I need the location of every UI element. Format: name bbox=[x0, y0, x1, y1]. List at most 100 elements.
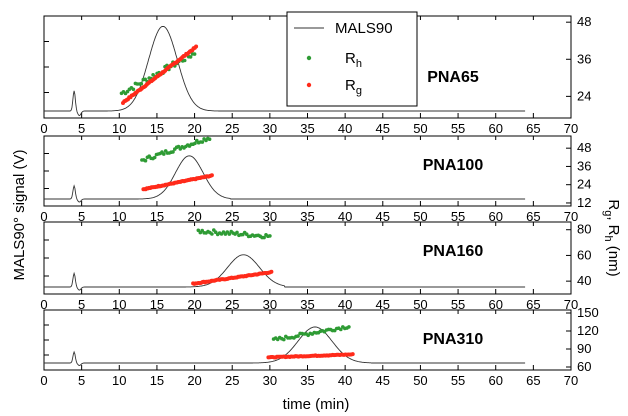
x-tick-label: 65 bbox=[526, 121, 540, 136]
x-tick-label: 0 bbox=[40, 373, 47, 388]
panel-frame bbox=[43, 309, 572, 371]
x-tick-label: 5 bbox=[78, 121, 85, 136]
x-tick-label: 55 bbox=[451, 209, 465, 224]
y-tick-label-right: 60 bbox=[577, 247, 591, 262]
x-tick-label: 40 bbox=[338, 209, 352, 224]
data-point-rh bbox=[210, 232, 214, 236]
x-tick-label: 35 bbox=[300, 373, 314, 388]
x-tick-label: 70 bbox=[564, 373, 578, 388]
panel-pna310: 0 5 10 15 20 25 30 35 40 45 50 55 60 65 706090120150PN… bbox=[40, 305, 598, 388]
x-tick-label: 15 bbox=[150, 121, 164, 136]
x-tick-label: 0 bbox=[40, 297, 47, 312]
y-tick-label-right: 36 bbox=[577, 158, 591, 173]
x-tick-label: 40 bbox=[338, 373, 352, 388]
x-tick-label: 30 bbox=[263, 121, 277, 136]
legend-rh-swatch bbox=[306, 55, 312, 61]
data-point-rh bbox=[131, 87, 136, 92]
data-point-rh bbox=[193, 141, 197, 146]
x-tick-label: 15 bbox=[150, 297, 164, 312]
panel-frame bbox=[43, 135, 572, 207]
x-tick-label: 65 bbox=[526, 373, 540, 388]
x-axis-title: time (min) bbox=[283, 396, 350, 413]
series-rg bbox=[121, 44, 199, 105]
y-tick-label-right: 36 bbox=[577, 51, 591, 66]
legend-rh-label: Rh bbox=[345, 50, 362, 70]
x-tick-label: 55 bbox=[451, 297, 465, 312]
x-tick-label: 45 bbox=[376, 297, 390, 312]
panel-label: PNA65 bbox=[427, 69, 479, 86]
panel-frame bbox=[43, 221, 572, 295]
x-tick-label: 5 bbox=[78, 209, 85, 224]
x-tick-label: 65 bbox=[526, 297, 540, 312]
mals90-trace bbox=[44, 155, 526, 203]
x-tick-label: 35 bbox=[300, 209, 314, 224]
chart-panels: 0 5 10 15 20 25 30 35 40 45 50 55 60 65 70243648PNA650… bbox=[40, 14, 598, 388]
y-tick-label-right: 12 bbox=[577, 195, 591, 210]
series-rg bbox=[266, 352, 355, 360]
legend: MALS90 Rh Rg bbox=[286, 11, 418, 107]
y-tick-label-right: 48 bbox=[577, 14, 591, 29]
y-tick-label-right: 48 bbox=[577, 140, 591, 155]
series-rh bbox=[140, 136, 212, 163]
x-tick-label: 35 bbox=[300, 121, 314, 136]
data-point-rh bbox=[152, 155, 157, 160]
x-tick-label: 20 bbox=[187, 373, 201, 388]
panel-pna65: 0 5 10 15 20 25 30 35 40 45 50 55 60 65 70 24 36 48 PNA65 bbox=[40, 14, 591, 136]
series-rh bbox=[271, 325, 351, 342]
x-tick-label: 10 bbox=[112, 373, 126, 388]
x-tick-label: 55 bbox=[451, 121, 465, 136]
x-tick-label: 60 bbox=[488, 121, 502, 136]
x-tick-label: 50 bbox=[413, 297, 427, 312]
x-tick-label: 60 bbox=[488, 373, 502, 388]
data-point-rh bbox=[339, 327, 343, 332]
x-tick-label: 60 bbox=[488, 297, 502, 312]
y-tick-label-right: 40 bbox=[577, 273, 591, 288]
legend-rh-label-sub: h bbox=[356, 58, 362, 70]
legend-rh-label-main: R bbox=[345, 50, 356, 67]
x-tick-label: 40 bbox=[338, 297, 352, 312]
data-point-rh bbox=[200, 140, 205, 144]
data-point-rh bbox=[282, 337, 286, 342]
series-rg bbox=[141, 173, 214, 192]
x-tick-label: 40 bbox=[338, 121, 352, 136]
x-tick-label: 20 bbox=[187, 121, 201, 136]
x-tick-label: 10 bbox=[112, 297, 126, 312]
y-axis-title-right-sep: , R bbox=[605, 216, 622, 235]
x-tick-label: 15 bbox=[150, 373, 164, 388]
x-tick-label: 30 bbox=[263, 209, 277, 224]
data-point-rg bbox=[209, 173, 214, 178]
x-tick-label: 20 bbox=[187, 297, 201, 312]
data-point-rg bbox=[350, 352, 355, 357]
panel-pna160: 0 5 10 15 20 25 30 35 40 45 50 55 60 65 70 40 60 80 PNA160 bbox=[40, 221, 591, 312]
mals90-trace bbox=[44, 25, 526, 117]
legend-rg-label-sub: g bbox=[356, 85, 362, 97]
mals90-trace bbox=[44, 254, 526, 291]
legend-mals90-label: MALS90 bbox=[335, 20, 393, 37]
data-point-rh bbox=[139, 81, 144, 86]
data-point-rh bbox=[162, 152, 166, 156]
x-tick-label: 60 bbox=[488, 209, 502, 224]
x-tick-label: 70 bbox=[564, 297, 578, 312]
data-point-rg bbox=[194, 44, 199, 49]
x-tick-label: 45 bbox=[376, 121, 390, 136]
data-point-rh bbox=[182, 58, 187, 63]
data-point-rh bbox=[207, 137, 212, 141]
x-tick-label: 45 bbox=[376, 209, 390, 224]
x-tick-label: 65 bbox=[526, 209, 540, 224]
data-point-rh bbox=[227, 232, 232, 236]
x-tick-label: 10 bbox=[112, 209, 126, 224]
x-tick-label: 5 bbox=[78, 297, 85, 312]
x-tick-label: 50 bbox=[413, 373, 427, 388]
x-tick-label: 25 bbox=[225, 373, 239, 388]
legend-rg-label-main: R bbox=[345, 77, 356, 94]
panel-label: PNA310 bbox=[423, 331, 484, 348]
x-tick-label: 15 bbox=[150, 209, 164, 224]
x-tick-label: 55 bbox=[451, 373, 465, 388]
series-rg bbox=[191, 269, 274, 286]
y-tick-label-right: 90 bbox=[577, 341, 591, 356]
legend-rg-swatch bbox=[306, 82, 312, 88]
data-point-rh bbox=[296, 334, 300, 338]
series-rh bbox=[196, 228, 272, 240]
data-point-rh bbox=[347, 325, 351, 329]
